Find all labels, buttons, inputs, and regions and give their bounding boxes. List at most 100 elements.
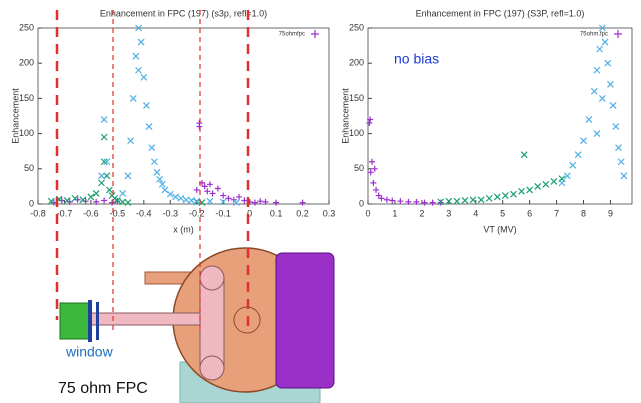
data-point	[71, 194, 79, 202]
data-point	[366, 120, 373, 127]
data-point	[580, 137, 587, 145]
data-point	[232, 199, 240, 207]
data-point	[369, 158, 376, 165]
data-point	[262, 198, 269, 205]
data-point	[397, 198, 404, 205]
y-tick-label: 100	[349, 128, 364, 138]
x-tick-label: 6	[527, 208, 532, 218]
data-point	[620, 172, 628, 180]
data-point	[585, 116, 593, 123]
data-point	[193, 197, 201, 205]
x-tick-label: -0.1	[215, 208, 231, 218]
data-point	[100, 116, 108, 123]
x-tick-label: 4	[473, 208, 478, 218]
data-point	[219, 198, 227, 206]
data-point	[596, 45, 604, 53]
data-point	[236, 193, 243, 200]
data-point	[477, 196, 485, 204]
legend-marker	[311, 30, 319, 38]
x-tick-label: -0.5	[110, 208, 126, 218]
data-point	[526, 186, 534, 194]
data-point	[445, 197, 453, 205]
data-point	[196, 123, 203, 130]
data-point	[137, 38, 145, 46]
y-tick-label: 250	[349, 22, 364, 32]
data-point	[598, 94, 606, 102]
data-point	[150, 158, 158, 166]
dog-bone-end	[199, 265, 225, 291]
side-block	[275, 252, 335, 389]
data-point	[563, 172, 571, 180]
data-point	[593, 66, 601, 74]
data-point	[172, 193, 179, 201]
data-point	[101, 197, 108, 204]
y-tick-label: 50	[24, 163, 34, 173]
x-tick-label: 0.2	[296, 208, 309, 218]
data-point	[574, 151, 582, 159]
data-point	[413, 198, 420, 205]
chart-title: Enhancement in FPC (197) (S3P, refl=1.0)	[416, 8, 585, 18]
data-point	[177, 194, 185, 202]
data-point	[378, 195, 385, 202]
y-axis-label: Enhancement	[340, 88, 350, 144]
data-point	[220, 192, 227, 199]
y-tick-label: 0	[359, 198, 364, 208]
y-tick-label: 100	[19, 128, 34, 138]
data-point	[542, 180, 550, 188]
data-point	[367, 169, 374, 176]
y-axis-label: Enhancement	[10, 88, 20, 144]
data-point	[145, 123, 153, 130]
data-point	[550, 178, 558, 185]
data-point	[389, 197, 396, 204]
data-point	[132, 52, 140, 60]
data-point	[612, 123, 620, 130]
data-point	[273, 199, 280, 206]
window-flange	[96, 302, 99, 340]
data-point	[135, 66, 142, 74]
data-point	[558, 179, 566, 187]
data-point	[225, 195, 232, 202]
data-point	[143, 102, 150, 109]
y-tick-label: 0	[29, 198, 34, 208]
data-point	[113, 197, 121, 204]
data-point	[103, 158, 111, 166]
data-point	[124, 199, 132, 207]
data-point	[47, 197, 55, 205]
data-point	[166, 190, 174, 198]
data-point	[100, 158, 108, 166]
position-markers	[55, 10, 250, 330]
data-point	[79, 196, 87, 204]
data-point	[161, 186, 169, 194]
data-point	[469, 196, 477, 204]
data-point	[604, 59, 612, 67]
data-point	[119, 190, 127, 197]
data-point	[156, 175, 164, 183]
chart: Enhancement in FPC (197) (S3P, refl=1.0)…	[340, 8, 633, 234]
data-point	[257, 198, 264, 205]
fpc-diagram: window 75 ohm FPC	[55, 10, 335, 403]
x-tick-label: 0	[247, 208, 252, 218]
data-point	[518, 187, 525, 195]
data-point	[106, 186, 113, 194]
x-tick-label: -0.3	[163, 208, 179, 218]
data-point	[251, 199, 258, 206]
data-point	[371, 165, 378, 172]
x-tick-label: -0.4	[136, 208, 152, 218]
data-point	[98, 179, 105, 187]
dog-bone-end	[199, 355, 225, 381]
window-label: window	[65, 344, 114, 360]
legend-label: 75ohmfpc	[279, 32, 305, 38]
data-point	[569, 161, 577, 169]
data-point	[593, 130, 601, 138]
data-point	[204, 188, 211, 195]
x-tick-label: 3	[446, 208, 451, 218]
data-point	[209, 190, 216, 197]
data-point	[201, 183, 208, 190]
data-point	[193, 186, 200, 193]
window-flange	[88, 300, 92, 342]
data-point	[375, 192, 382, 199]
data-point	[367, 116, 374, 123]
y-tick-label: 200	[19, 58, 34, 68]
data-point	[510, 190, 517, 198]
